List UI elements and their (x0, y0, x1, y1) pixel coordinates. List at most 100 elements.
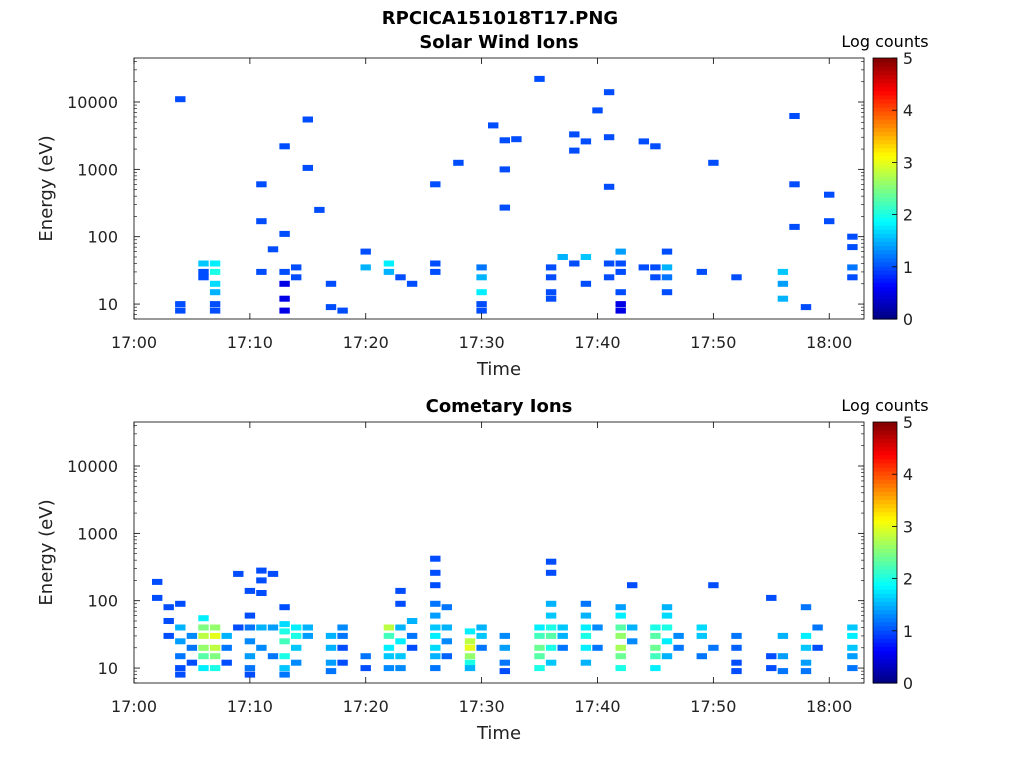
data-cell (291, 624, 302, 631)
data-cell (337, 644, 348, 651)
data-cell (650, 653, 661, 660)
data-cell (615, 624, 626, 631)
data-cell (800, 644, 812, 651)
colorbar-swatch (873, 245, 897, 251)
data-cell (615, 644, 626, 651)
colorbar-swatch (873, 139, 897, 145)
data-cell (603, 134, 615, 141)
data-cell (800, 304, 812, 311)
colorbar-tick-label: 0 (903, 674, 913, 693)
data-cell (383, 644, 395, 651)
data-cell (627, 638, 638, 645)
colorbar-swatch (873, 479, 897, 484)
data-cell (673, 644, 684, 651)
data-cell (430, 624, 441, 631)
data-cell (499, 166, 510, 173)
colorbar-tick-label: 5 (903, 49, 913, 68)
data-cell (395, 624, 406, 631)
data-cell (476, 274, 487, 281)
data-cell (777, 653, 789, 660)
data-cells (152, 555, 858, 678)
colorbar-swatch (873, 470, 897, 476)
data-cell (198, 624, 209, 631)
colorbar-swatch (873, 658, 897, 664)
colorbar-tick-label: 2 (903, 206, 913, 225)
colorbar-tick-label: 5 (903, 413, 913, 432)
data-cell (256, 577, 267, 584)
plot-area-frame (133, 421, 865, 684)
data-cell (198, 615, 209, 622)
data-cell (569, 260, 580, 267)
data-cell (175, 301, 186, 308)
data-cell (441, 653, 452, 660)
colorbar-tick-label: 0 (903, 310, 913, 329)
data-cell (383, 260, 395, 267)
data-cell (847, 653, 858, 660)
data-cell (256, 590, 267, 596)
data-cell (592, 644, 603, 651)
colorbar-swatch (873, 442, 897, 448)
data-cell (279, 638, 290, 645)
data-cell (430, 653, 441, 660)
colorbar-tick-label: 2 (903, 570, 913, 589)
data-cell (441, 604, 452, 611)
colorbar-swatch (873, 261, 897, 267)
colorbar-swatch (873, 102, 897, 108)
data-cell (545, 659, 557, 666)
data-cell (302, 632, 313, 639)
data-cell (279, 621, 290, 628)
data-cell (233, 624, 244, 631)
data-cell (615, 260, 626, 267)
data-cell (209, 624, 221, 631)
data-cell (244, 638, 256, 645)
data-cell (279, 604, 290, 611)
data-cell (476, 307, 487, 314)
data-cell (847, 665, 858, 672)
data-cell (291, 644, 302, 651)
data-cell (476, 301, 487, 308)
x-tick-label: 17:30 (459, 333, 505, 352)
colorbar-swatch (873, 466, 897, 472)
data-cell (731, 644, 742, 651)
data-cell (650, 644, 661, 651)
data-cell (244, 653, 256, 660)
colorbar-swatch (873, 621, 897, 627)
data-cell (696, 624, 707, 631)
data-cell (256, 567, 267, 574)
data-cell (267, 653, 279, 660)
data-cell (545, 600, 557, 607)
colorbar-swatch (873, 568, 897, 574)
colorbar-swatch (873, 212, 897, 218)
colorbar-swatch (873, 164, 897, 169)
data-cell (395, 638, 406, 645)
colorbar-swatch (873, 155, 897, 161)
colorbar-swatch (873, 552, 897, 558)
colorbar-swatch (873, 188, 897, 194)
data-cell (557, 644, 568, 651)
data-cell (209, 653, 221, 660)
data-cell (766, 594, 777, 601)
data-cell (279, 268, 290, 275)
data-cell (476, 264, 487, 271)
data-cell (209, 289, 221, 296)
data-cell (847, 632, 858, 639)
data-cell (464, 665, 476, 672)
x-tick-label: 17:10 (227, 697, 273, 716)
colorbar-swatch (873, 613, 897, 619)
data-cell (464, 644, 476, 651)
data-cell (360, 248, 371, 255)
data-cell (279, 665, 290, 672)
data-cell (441, 638, 452, 645)
colorbar-frame (872, 421, 898, 684)
colorbar-swatch (873, 625, 897, 631)
colorbar-swatch (873, 589, 897, 594)
data-cell (812, 624, 823, 631)
data-cell (279, 295, 290, 302)
x-tick-label: 17:30 (459, 697, 505, 716)
data-cell (569, 147, 580, 154)
x-tick-label: 18:00 (806, 333, 852, 352)
colorbar-swatch (873, 523, 897, 529)
colorbar-swatch (873, 233, 897, 239)
colorbar-swatch (873, 270, 897, 275)
data-cell (209, 260, 221, 267)
